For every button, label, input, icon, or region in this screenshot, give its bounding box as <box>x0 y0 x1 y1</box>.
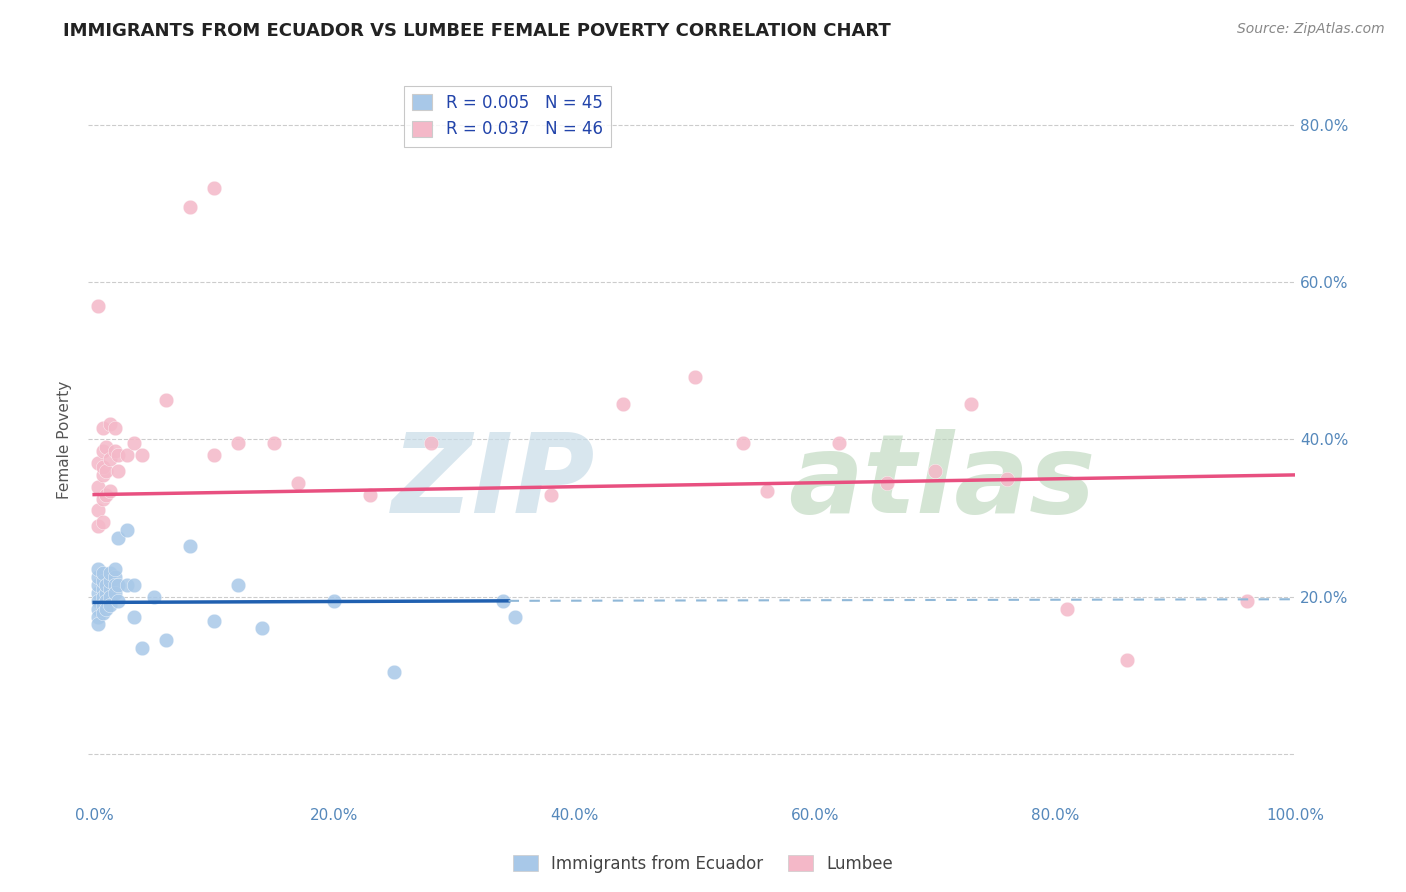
Point <box>122 436 145 450</box>
Point <box>87 617 110 632</box>
Point <box>96 487 118 501</box>
Point <box>960 397 983 411</box>
Point <box>98 574 121 589</box>
Point <box>87 503 110 517</box>
Point <box>87 570 110 584</box>
Point <box>98 452 121 467</box>
Point <box>115 578 138 592</box>
Point <box>122 609 145 624</box>
Point <box>98 417 121 431</box>
Point <box>612 397 634 411</box>
Point <box>87 456 110 470</box>
Point <box>115 523 138 537</box>
Point <box>263 436 285 450</box>
Point <box>202 448 225 462</box>
Point <box>323 594 346 608</box>
Point <box>96 464 118 478</box>
Text: ZIP: ZIP <box>392 429 595 536</box>
Point <box>91 467 114 482</box>
Point <box>91 566 114 581</box>
Point <box>87 480 110 494</box>
Point <box>91 515 114 529</box>
Point <box>683 369 706 384</box>
Point <box>87 586 110 600</box>
Point <box>96 578 118 592</box>
Point <box>731 436 754 450</box>
Point <box>202 180 225 194</box>
Point <box>107 464 129 478</box>
Point <box>503 609 526 624</box>
Text: atlas: atlas <box>789 429 1095 536</box>
Point <box>287 475 309 490</box>
Point <box>96 601 118 615</box>
Point <box>87 594 110 608</box>
Point <box>96 586 118 600</box>
Point <box>96 594 118 608</box>
Point <box>91 460 114 475</box>
Point <box>107 531 129 545</box>
Point <box>107 594 129 608</box>
Point <box>98 598 121 612</box>
Point <box>491 594 513 608</box>
Point <box>96 441 118 455</box>
Point <box>91 420 114 434</box>
Point <box>91 491 114 506</box>
Point <box>1056 601 1078 615</box>
Point <box>103 578 125 592</box>
Point <box>103 562 125 576</box>
Point <box>419 436 441 450</box>
Point <box>1116 653 1139 667</box>
Point <box>115 448 138 462</box>
Point <box>103 420 125 434</box>
Point <box>226 436 249 450</box>
Point <box>98 483 121 498</box>
Point <box>87 601 110 615</box>
Y-axis label: Female Poverty: Female Poverty <box>58 380 72 499</box>
Point <box>143 590 166 604</box>
Point <box>924 464 946 478</box>
Point <box>179 200 201 214</box>
Point <box>87 609 110 624</box>
Point <box>98 582 121 596</box>
Legend: R = 0.005   N = 45, R = 0.037   N = 46: R = 0.005 N = 45, R = 0.037 N = 46 <box>404 86 612 147</box>
Point <box>91 590 114 604</box>
Point <box>103 586 125 600</box>
Point <box>226 578 249 592</box>
Point <box>155 633 177 648</box>
Point <box>107 448 129 462</box>
Point <box>91 444 114 458</box>
Point <box>98 566 121 581</box>
Point <box>755 483 778 498</box>
Point <box>98 590 121 604</box>
Point <box>91 574 114 589</box>
Point <box>876 475 898 490</box>
Point <box>87 578 110 592</box>
Point <box>179 539 201 553</box>
Point <box>384 665 406 679</box>
Point <box>87 299 110 313</box>
Point <box>131 448 153 462</box>
Point <box>131 641 153 656</box>
Text: Source: ZipAtlas.com: Source: ZipAtlas.com <box>1237 22 1385 37</box>
Legend: Immigrants from Ecuador, Lumbee: Immigrants from Ecuador, Lumbee <box>506 848 900 880</box>
Point <box>91 606 114 620</box>
Point <box>202 614 225 628</box>
Point <box>1236 594 1258 608</box>
Point <box>155 393 177 408</box>
Point <box>91 598 114 612</box>
Point <box>995 472 1018 486</box>
Point <box>103 570 125 584</box>
Point <box>87 519 110 533</box>
Point <box>252 621 274 635</box>
Point <box>87 562 110 576</box>
Point <box>107 578 129 592</box>
Point <box>359 487 381 501</box>
Point <box>828 436 851 450</box>
Point <box>103 444 125 458</box>
Text: IMMIGRANTS FROM ECUADOR VS LUMBEE FEMALE POVERTY CORRELATION CHART: IMMIGRANTS FROM ECUADOR VS LUMBEE FEMALE… <box>63 22 891 40</box>
Point <box>540 487 562 501</box>
Point <box>122 578 145 592</box>
Point <box>91 582 114 596</box>
